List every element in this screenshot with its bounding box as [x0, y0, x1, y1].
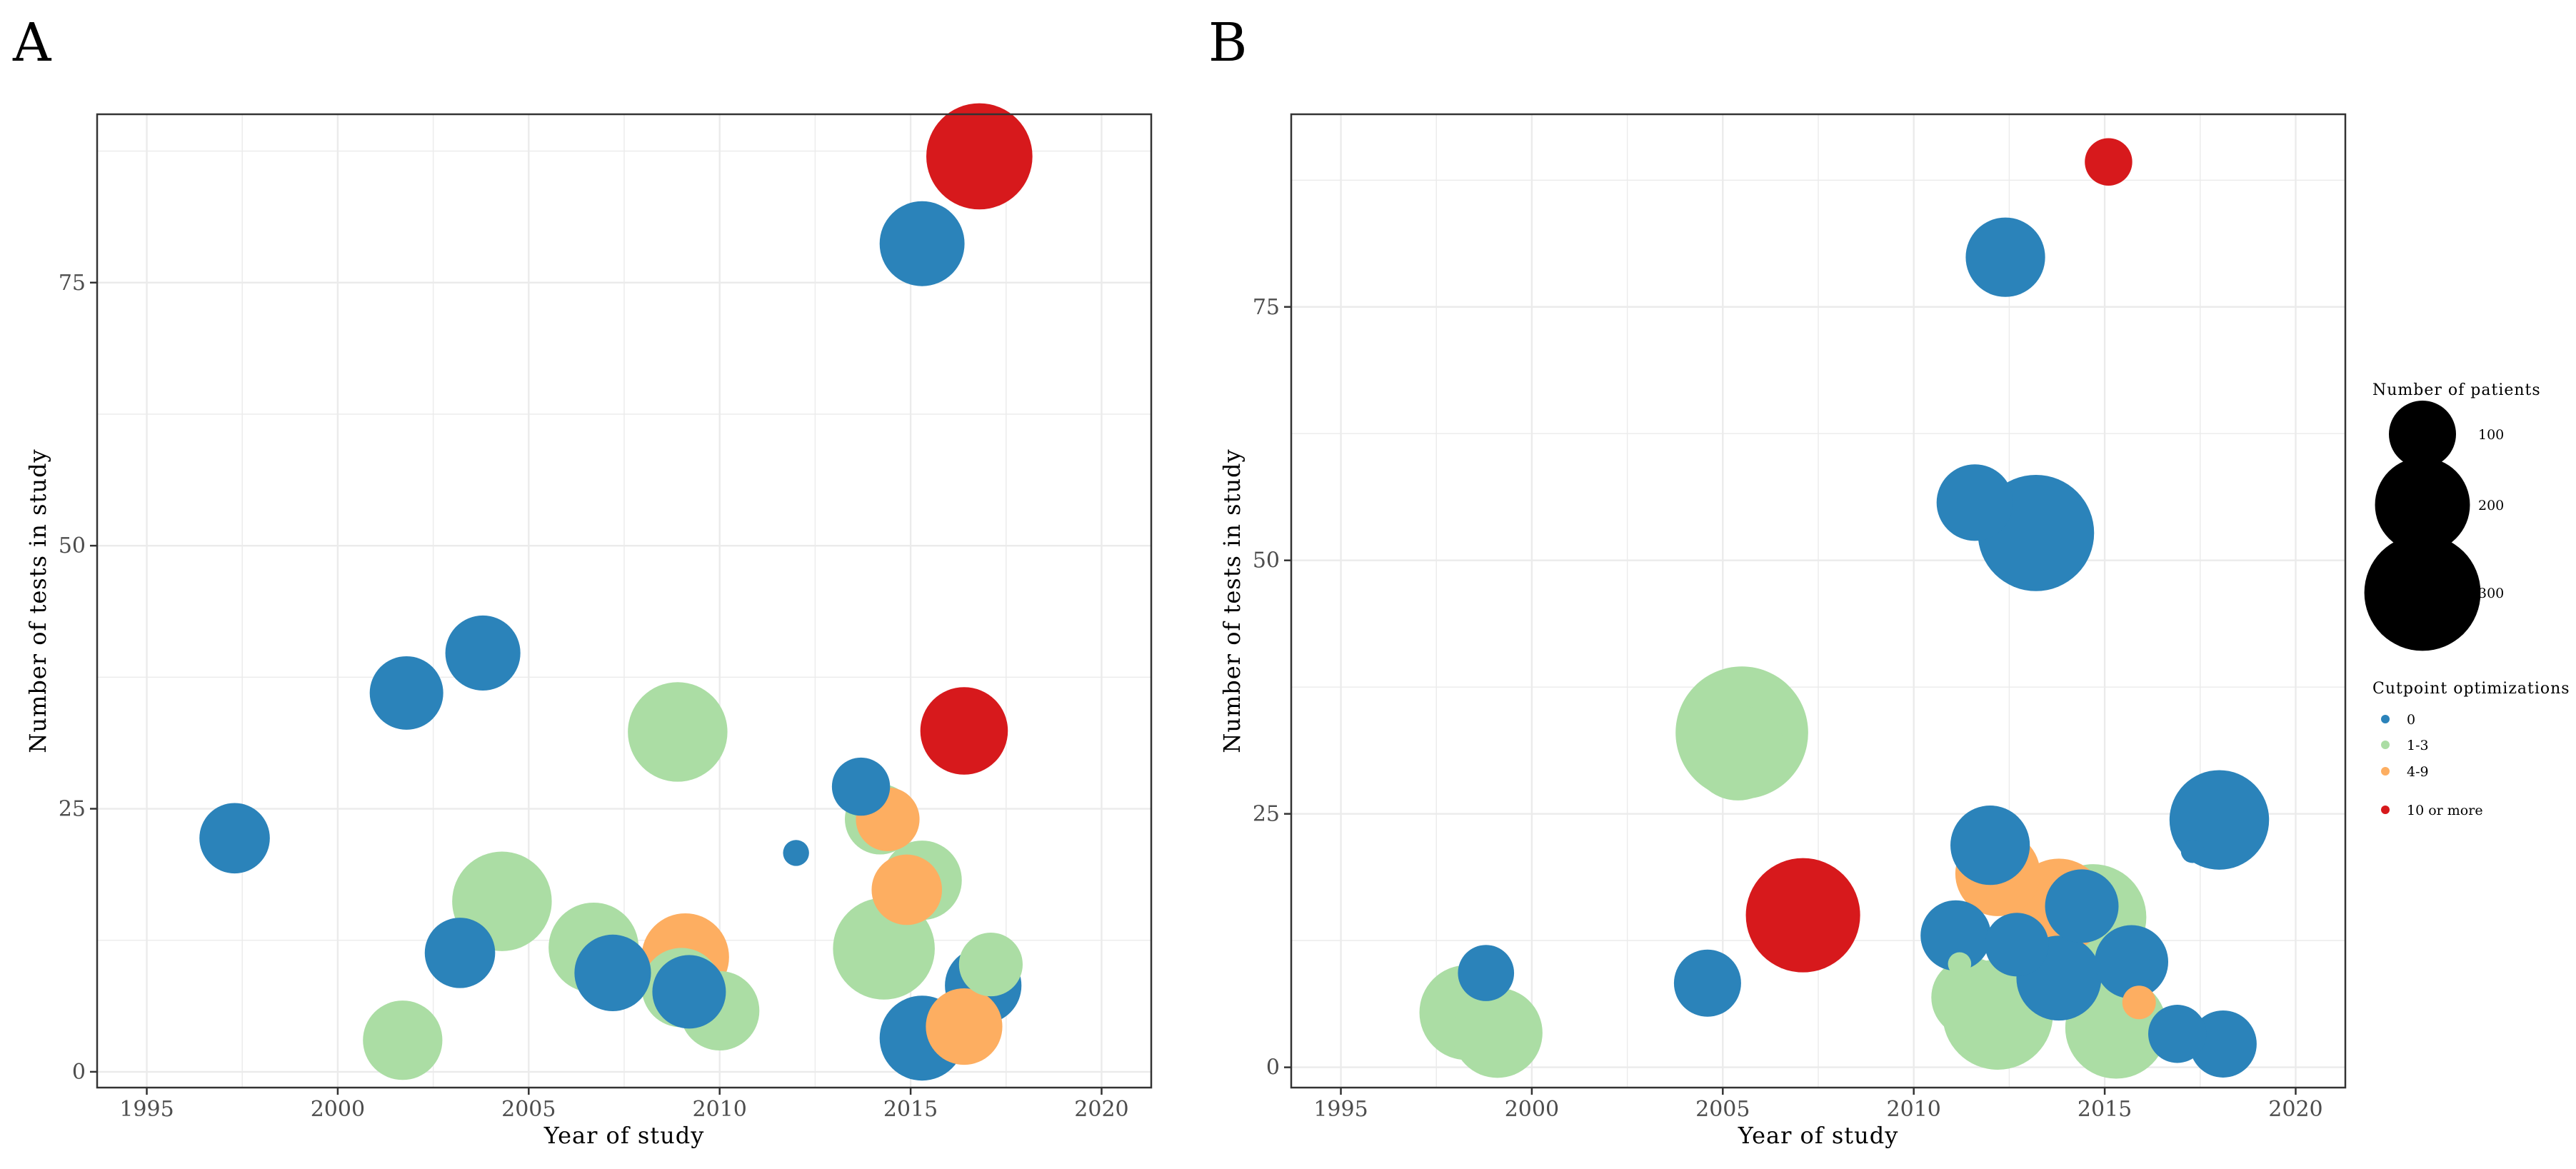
- x-tick-label: 1995: [119, 1097, 174, 1122]
- x-tick-label: 2010: [693, 1097, 747, 1122]
- data-point: [871, 854, 943, 925]
- x-tick-label: 2015: [883, 1097, 938, 1122]
- data-point: [2189, 1010, 2257, 1078]
- legend-color-label: 0: [2407, 712, 2415, 728]
- x-axis-title: Year of study: [543, 1122, 705, 1149]
- x-axis-title: Year of study: [1738, 1122, 1899, 1149]
- legend-color-label: 1-3: [2407, 738, 2429, 753]
- data-point: [1920, 900, 1991, 971]
- legend-size-swatch: [2375, 457, 2470, 553]
- data-point: [424, 918, 496, 988]
- y-tick-label: 50: [1253, 548, 1280, 573]
- data-point: [628, 682, 728, 782]
- legend-size-title: Number of patients: [2372, 381, 2541, 399]
- data-point: [1965, 217, 2045, 297]
- y-tick-label: 75: [1253, 295, 1280, 320]
- data-point: [1931, 958, 2011, 1038]
- data-point: [369, 656, 443, 730]
- data-point: [2180, 839, 2205, 863]
- legend-size-swatch: [2389, 401, 2456, 468]
- data-point: [958, 933, 1023, 997]
- data-point: [1948, 952, 1972, 976]
- legend-color-swatch: [2381, 741, 2390, 749]
- data-point: [1745, 858, 1860, 973]
- data-point: [831, 757, 891, 816]
- data-point: [363, 1000, 443, 1080]
- data-point: [199, 803, 270, 874]
- data-point: [445, 615, 521, 691]
- data-point: [926, 103, 1033, 210]
- data-point: [926, 988, 1003, 1065]
- data-point: [574, 934, 651, 1011]
- x-tick-label: 2000: [1505, 1097, 1559, 1122]
- data-point: [1452, 988, 1543, 1078]
- y-tick-label: 25: [59, 797, 86, 822]
- data-point: [2085, 138, 2133, 186]
- y-tick-label: 25: [1253, 802, 1280, 827]
- legend-size-label: 300: [2478, 586, 2504, 601]
- legend-color-label: 4-9: [2407, 764, 2429, 780]
- y-tick-label: 50: [59, 533, 86, 558]
- legend-color-swatch: [2381, 767, 2390, 776]
- panel-B: B 1995 2000 2005 2010 2015 2020 0 25 50 75 Year of …: [1208, 12, 2347, 1149]
- plot-frame: [96, 113, 1153, 1089]
- x-tick-label: 2015: [2078, 1097, 2132, 1122]
- y-tick-label: 0: [72, 1060, 86, 1085]
- data-point: [1690, 706, 1786, 801]
- x-tick-label: 2000: [311, 1097, 365, 1122]
- data-point: [2095, 925, 2169, 999]
- data-point: [1985, 913, 2049, 977]
- data-point: [652, 955, 726, 1029]
- x-tick-label: 2020: [1074, 1097, 1128, 1122]
- legend-color-swatch: [2381, 806, 2390, 814]
- x-tick-label: 2005: [501, 1097, 556, 1122]
- plot-frame: [1290, 113, 2347, 1089]
- data-point: [2147, 1005, 2207, 1063]
- legend-color-swatch: [2381, 715, 2390, 723]
- y-tick-label: 75: [59, 271, 86, 296]
- x-tick-label: 1995: [1313, 1097, 1368, 1122]
- panel-label: B: [1208, 12, 1247, 74]
- legend-size-label: 100: [2478, 427, 2504, 443]
- data-point: [920, 687, 1008, 775]
- x-tick-label: 2010: [1887, 1097, 1941, 1122]
- data-point: [783, 840, 809, 866]
- y-tick-label: 0: [1266, 1055, 1280, 1080]
- data-point: [2045, 869, 2119, 943]
- legend-size-label: 200: [2478, 498, 2504, 513]
- legend: Number of patients 100 200 300 Cutpoint opti…: [2364, 381, 2570, 818]
- legend-size-swatch: [2364, 534, 2481, 651]
- y-axis-title: Number of tests in study: [24, 448, 51, 753]
- data-point: [1458, 945, 1515, 1001]
- data-point: [1950, 806, 2030, 885]
- legend-color-title: Cutpoint optimizations: [2372, 680, 2570, 698]
- data-point: [1673, 949, 1741, 1017]
- panel-label: A: [12, 12, 52, 74]
- data-point: [879, 201, 965, 286]
- x-tick-label: 2005: [1695, 1097, 1750, 1122]
- data-point: [2122, 985, 2156, 1020]
- legend-color-label: 10 or more: [2407, 803, 2483, 818]
- data-point: [1936, 464, 2013, 541]
- panel-A: A 1995 2000 2005 2010 2015 2020 0 25 50 75 Year of …: [12, 12, 1153, 1149]
- x-tick-label: 2020: [2268, 1097, 2322, 1122]
- y-axis-title: Number of tests in study: [1218, 448, 1246, 753]
